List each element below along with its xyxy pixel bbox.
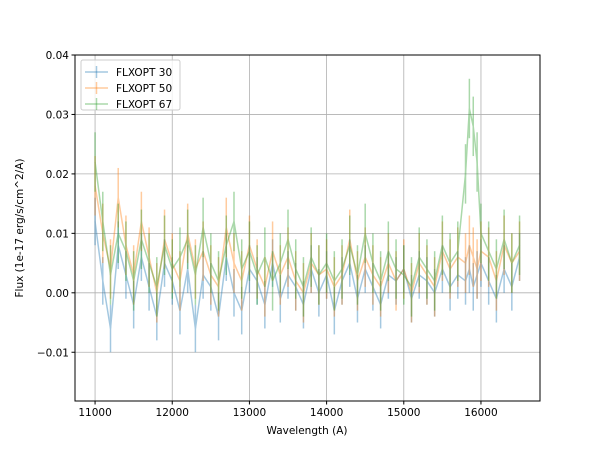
series-flxopt-67 <box>94 78 521 317</box>
series-line <box>94 108 521 290</box>
x-axis-label: Wavelength (A) <box>266 425 347 437</box>
y-tick-label: 0.02 <box>46 169 69 181</box>
x-tick-label: 14000 <box>310 407 343 419</box>
legend-label: FLXOPT 67 <box>116 99 172 111</box>
y-tick-label: −0.01 <box>37 347 69 359</box>
x-tick-label: 16000 <box>464 407 497 419</box>
series-group <box>94 78 521 353</box>
plot-frame <box>74 54 541 402</box>
legend-label: FLXOPT 30 <box>116 67 172 79</box>
y-axis-label: Flux (1e-17 erg/s/cm^2/A) <box>14 159 26 298</box>
ticks: 11000 12000 13000 14000 15000 16000 −0.01 0.00 0… <box>37 50 498 419</box>
x-tick-label: 11000 <box>78 407 111 419</box>
y-tick-label: 0.01 <box>46 228 69 240</box>
series-line <box>94 221 521 329</box>
series-line <box>94 185 521 296</box>
series-flxopt-50 <box>94 156 521 323</box>
legend-label: FLXOPT 50 <box>116 83 172 95</box>
legend: FLXOPT 30 FLXOPT 50 FLXOPT 67 <box>80 59 181 111</box>
y-tick-label: 0.04 <box>46 50 70 62</box>
series-flxopt-30 <box>94 197 521 353</box>
legend-box <box>80 59 181 111</box>
x-tick-label: 13000 <box>233 407 266 419</box>
y-tick-label: 0.03 <box>46 109 69 121</box>
x-tick-label: 12000 <box>156 407 189 419</box>
y-tick-label: 0.00 <box>46 288 69 300</box>
x-tick-label: 15000 <box>387 407 420 419</box>
